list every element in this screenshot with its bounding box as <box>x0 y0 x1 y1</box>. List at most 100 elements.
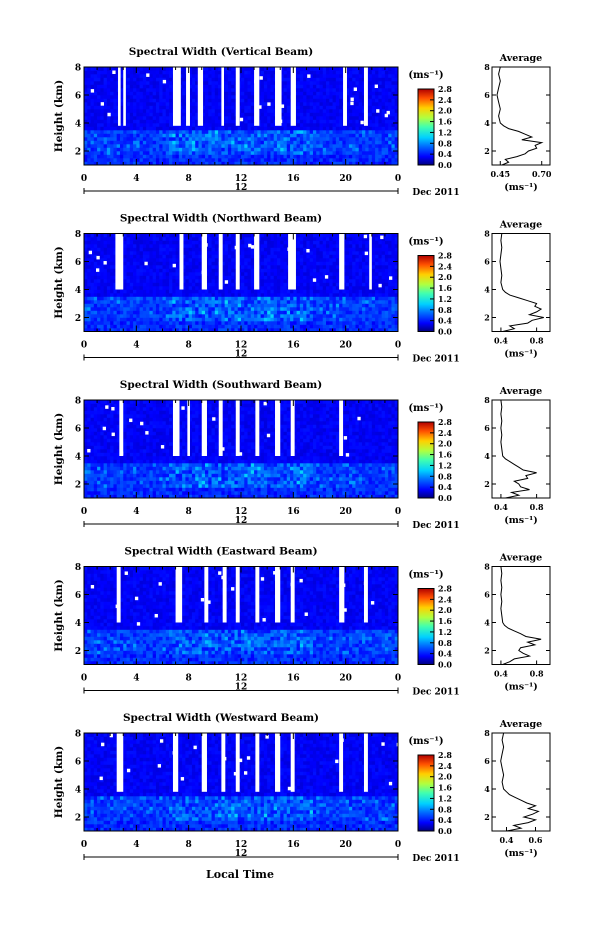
heatmap-cell <box>368 140 373 145</box>
heatmap-cell <box>97 74 101 78</box>
heatmap-cell <box>162 91 167 96</box>
data-gap <box>90 89 95 93</box>
heatmap-cell <box>250 275 255 280</box>
heatmap-cell <box>247 289 252 294</box>
heatmap-cell <box>208 137 212 141</box>
heatmap-cell <box>188 324 193 329</box>
heatmap-cell <box>182 137 186 141</box>
heatmap-cell <box>335 147 340 152</box>
heatmap-cell <box>84 158 88 162</box>
heatmap-cell <box>110 258 114 262</box>
heatmap-cell <box>129 91 134 96</box>
heatmap-cell <box>250 154 255 159</box>
heatmap-cell <box>146 310 150 315</box>
heatmap-cell <box>195 328 199 332</box>
heatmap-cell <box>306 314 310 318</box>
heatmap-cell <box>172 130 176 134</box>
heatmap-cell <box>299 244 304 248</box>
heatmap-cell <box>309 286 314 290</box>
heatmap-cell <box>214 258 219 262</box>
heatmap-cell <box>214 70 219 75</box>
heatmap-cell <box>149 70 153 75</box>
heatmap-cell <box>113 140 118 145</box>
heatmap-cell <box>106 314 111 318</box>
heatmap-cell <box>296 123 301 127</box>
heatmap-cell <box>123 261 127 266</box>
heatmap-cell <box>309 91 314 96</box>
heatmap-cell <box>342 151 346 155</box>
heatmap-cell <box>316 70 320 75</box>
heatmap-cell <box>182 95 186 99</box>
heatmap-cell <box>175 314 180 318</box>
heatmap-cell <box>244 324 248 329</box>
heatmap-cell <box>129 247 134 252</box>
heatmap-cell <box>139 300 144 304</box>
heatmap-cell <box>87 140 91 145</box>
heatmap-cell <box>169 158 173 162</box>
heatmap-cell <box>113 293 118 297</box>
heatmap-cell <box>149 237 153 241</box>
heatmap-cell <box>329 88 333 92</box>
heatmap-cell <box>221 307 225 311</box>
heatmap-cell <box>126 303 131 308</box>
heatmap-cell <box>149 310 153 315</box>
heatmap-cell <box>106 317 111 322</box>
heatmap-cell <box>214 105 219 110</box>
heatmap-cell <box>198 130 203 134</box>
heatmap-cell <box>299 109 304 113</box>
heatmap-cell <box>368 70 373 75</box>
heatmap-cell <box>146 81 150 85</box>
heatmap-cell <box>90 286 95 290</box>
heatmap-cell <box>299 261 304 266</box>
heatmap-cell <box>290 151 294 155</box>
heatmap-cell <box>224 151 229 155</box>
heatmap-cell <box>384 84 389 89</box>
heatmap-cell <box>129 307 134 311</box>
heatmap-cell <box>218 112 222 117</box>
heatmap-cell <box>178 310 183 315</box>
heatmap-cell <box>84 321 88 325</box>
heatmap-cell <box>244 84 248 89</box>
heatmap-cell <box>329 237 333 241</box>
heatmap-cell <box>316 123 320 127</box>
heatmap-cell <box>371 102 376 106</box>
heatmap-cell <box>129 300 134 304</box>
heatmap-cell <box>221 237 225 241</box>
heatmap-cell <box>339 130 343 134</box>
heatmap-cell <box>214 244 219 248</box>
heatmap-cell <box>169 70 173 75</box>
heatmap-cell <box>139 112 144 117</box>
heatmap-cell <box>227 70 232 75</box>
heatmap-cell <box>362 70 366 75</box>
heatmap-cell <box>208 147 212 152</box>
heatmap-cell <box>106 105 111 110</box>
heatmap-cell <box>84 261 88 266</box>
heatmap-cell <box>87 314 91 318</box>
heatmap-cell <box>296 119 301 124</box>
heatmap-cell <box>169 254 173 259</box>
heatmap-cell <box>355 154 360 159</box>
heatmap-cell <box>303 258 307 262</box>
heatmap-cell <box>139 244 144 248</box>
heatmap-cell <box>159 70 163 75</box>
heatmap-cell <box>250 254 255 259</box>
heatmap-cell <box>247 261 252 266</box>
heatmap-cell <box>260 119 265 124</box>
heatmap-cell <box>329 296 333 301</box>
heatmap-cell <box>214 317 219 322</box>
heatmap-cell <box>182 254 186 259</box>
heatmap-cell <box>201 102 206 106</box>
heatmap-cell <box>126 67 131 71</box>
heatmap-cell <box>126 137 131 141</box>
heatmap-cell <box>162 240 167 245</box>
heatmap-cell <box>247 233 252 238</box>
heatmap-cell <box>319 158 324 162</box>
heatmap-cell <box>348 133 353 138</box>
heatmap-cell <box>335 112 340 117</box>
heatmap-cell <box>198 282 203 287</box>
heatmap-cell <box>97 84 101 89</box>
heatmap-cell <box>241 112 245 117</box>
heatmap-cell <box>169 265 173 269</box>
heatmap-cell <box>244 321 248 325</box>
heatmap-cell <box>93 81 98 85</box>
